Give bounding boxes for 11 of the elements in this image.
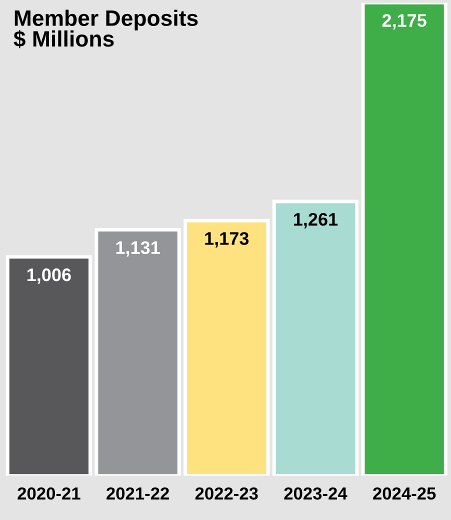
x-tick-label: 2020-21 [18,487,80,500]
x-tick-label: 2022-23 [195,487,258,500]
x-tick-label: 2021-22 [106,487,169,500]
x-tick-label: 2023-24 [284,487,348,500]
text: Member Deposits $ Millions [14,10,198,48]
data-label: 1,006 [27,268,71,284]
data-label: 1,261 [294,212,338,228]
data-label: 2,175 [382,14,426,30]
data-label: 1,173 [205,232,249,248]
x-tick-label: 2024-25 [373,487,436,500]
data-label: 1,131 [116,241,160,257]
